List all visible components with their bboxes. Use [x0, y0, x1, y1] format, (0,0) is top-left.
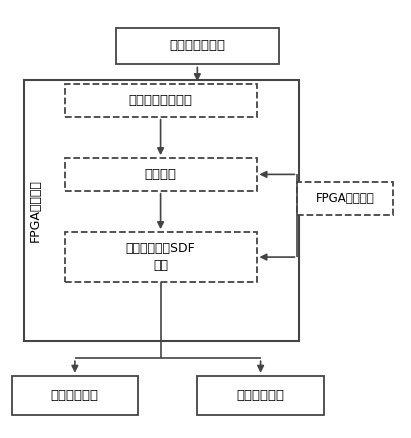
- Bar: [297, 182, 393, 215]
- Text: FPGA延时数据: FPGA延时数据: [316, 192, 375, 205]
- Bar: [65, 84, 256, 117]
- Bar: [65, 158, 256, 191]
- Text: FPGA配套软件: FPGA配套软件: [29, 179, 42, 242]
- Text: 动态时序仿真: 动态时序仿真: [51, 389, 99, 402]
- Text: 布局布线: 布局布线: [145, 168, 177, 181]
- Bar: [65, 232, 256, 282]
- Bar: [115, 28, 279, 64]
- Text: 用户设计源代码: 用户设计源代码: [169, 39, 225, 53]
- Bar: [197, 376, 324, 415]
- Bar: [12, 376, 138, 415]
- Bar: [24, 80, 299, 341]
- Text: 静态时序分析: 静态时序分析: [237, 389, 284, 402]
- Text: 网表的产生与SDF
文件: 网表的产生与SDF 文件: [126, 242, 196, 272]
- Text: 综合、翻译、映射: 综合、翻译、映射: [129, 94, 193, 107]
